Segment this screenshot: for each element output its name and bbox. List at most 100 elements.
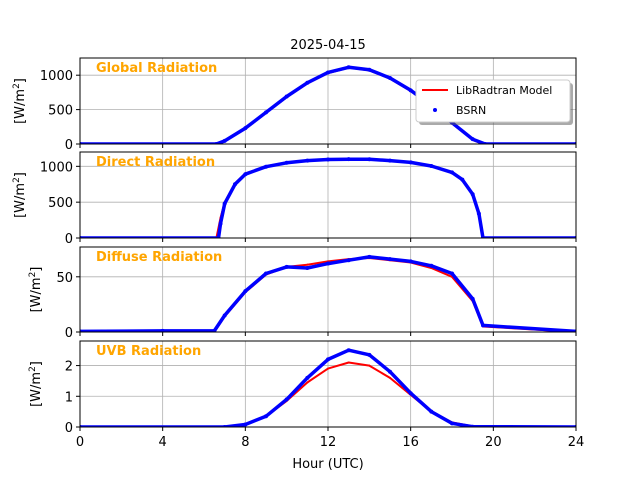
data-point-bsrn	[222, 138, 227, 143]
data-point-bsrn	[388, 369, 392, 374]
data-point-bsrn	[218, 221, 223, 226]
data-point-bsrn	[470, 192, 475, 197]
data-point-bsrn	[408, 88, 413, 93]
legend-label: LibRadtran Model	[456, 84, 552, 97]
data-point-bsrn	[408, 259, 413, 264]
data-point-bsrn	[429, 163, 434, 168]
data-point-bsrn	[243, 172, 248, 177]
data-point-bsrn	[470, 137, 475, 142]
data-point-bsrn	[408, 391, 413, 396]
series-group	[80, 348, 576, 427]
y-tick-label: 500	[48, 196, 73, 211]
y-axis-label: [W/m2]	[28, 361, 44, 407]
y-tick-label: 1000	[40, 160, 73, 175]
panel-1: 0 500 1000 [W/m2] Global Radiation	[12, 57, 577, 153]
legend-box	[415, 79, 571, 123]
data-point-model	[347, 361, 350, 364]
series-line-bsrn	[80, 255, 576, 332]
y-axis-label: [W/m2]	[12, 172, 28, 218]
data-point-bsrn	[264, 110, 268, 115]
data-point-bsrn	[326, 261, 330, 266]
data-point-bsrn	[476, 211, 481, 216]
data-point-model	[327, 367, 329, 370]
data-point-bsrn	[212, 328, 217, 332]
data-point-bsrn	[346, 348, 351, 353]
data-point-bsrn	[367, 157, 372, 162]
data-point-bsrn	[305, 80, 310, 85]
panel-label: UVB Radiation	[96, 344, 201, 359]
data-point-bsrn	[284, 94, 289, 99]
x-tick-label: 8	[241, 435, 249, 450]
data-point-bsrn	[388, 158, 392, 163]
data-point-bsrn	[284, 264, 289, 269]
data-point-model	[389, 376, 391, 379]
y-tick-label: 0	[65, 138, 73, 153]
data-point-model	[306, 263, 309, 266]
y-tick-label: 1000	[40, 69, 73, 84]
data-point-bsrn	[481, 323, 485, 328]
legend-marker-dot	[433, 108, 437, 112]
panel-2: 0 500 1000 [W/m2] Direct Radiation	[12, 151, 577, 247]
data-point-bsrn	[367, 254, 372, 259]
x-tick-label: 20	[485, 435, 502, 450]
data-point-bsrn	[346, 157, 351, 162]
data-point-bsrn	[243, 289, 248, 294]
data-point-model	[306, 381, 309, 384]
data-point-bsrn	[367, 352, 372, 357]
y-tick-label: 1	[65, 390, 73, 405]
data-point-bsrn	[222, 201, 227, 206]
series-group	[80, 157, 576, 238]
legend: LibRadtran Model BSRN	[415, 79, 573, 125]
panel-3: 0 50 [W/m2] Diffuse Radiation	[28, 246, 577, 341]
y-axis-label: [W/m2]	[12, 78, 28, 124]
data-point-bsrn	[346, 65, 351, 70]
data-point-bsrn	[470, 424, 475, 427]
data-point-bsrn	[305, 265, 310, 270]
x-tick-label: 12	[320, 435, 337, 450]
y-tick-label: 0	[65, 326, 73, 341]
data-point-bsrn	[450, 421, 454, 426]
data-point-bsrn	[284, 397, 289, 402]
legend-label: BSRN	[456, 104, 486, 117]
panel-label: Global Radiation	[96, 61, 217, 76]
data-point-bsrn	[429, 409, 434, 414]
data-point-bsrn	[326, 357, 330, 362]
data-point-bsrn	[429, 263, 434, 268]
chart-title: 2025-04-15	[290, 38, 366, 53]
data-point-bsrn	[326, 70, 330, 75]
data-point-model	[368, 364, 371, 367]
y-axis-label: [W/m2]	[28, 267, 44, 313]
data-point-bsrn	[264, 164, 268, 169]
data-point-bsrn	[243, 126, 248, 131]
data-point-bsrn	[233, 182, 237, 187]
data-point-bsrn	[450, 271, 454, 276]
data-point-bsrn	[284, 160, 289, 165]
data-point-bsrn	[450, 170, 454, 175]
data-point-bsrn	[264, 414, 268, 419]
y-tick-label: 0	[65, 421, 73, 436]
data-point-bsrn	[305, 375, 310, 380]
data-point-bsrn	[305, 158, 310, 163]
x-tick-label: 0	[76, 435, 84, 450]
data-point-bsrn	[346, 258, 351, 263]
x-tick-label: 4	[159, 435, 167, 450]
x-tick-label: 16	[402, 435, 419, 450]
data-point-bsrn	[160, 328, 165, 332]
y-tick-label: 2	[65, 360, 73, 375]
panel-label: Direct Radiation	[96, 155, 215, 170]
data-point-bsrn	[264, 271, 268, 276]
data-point-bsrn	[470, 296, 475, 301]
y-tick-label: 0	[65, 232, 73, 247]
data-point-bsrn	[222, 313, 227, 318]
data-point-bsrn	[326, 157, 330, 162]
panel-label: Diffuse Radiation	[96, 250, 222, 265]
data-point-bsrn	[388, 75, 392, 80]
x-axis-label: Hour (UTC)	[292, 457, 363, 472]
y-tick-label: 500	[48, 104, 73, 119]
x-tick-label: 24	[568, 435, 585, 450]
data-point-bsrn	[408, 160, 413, 165]
